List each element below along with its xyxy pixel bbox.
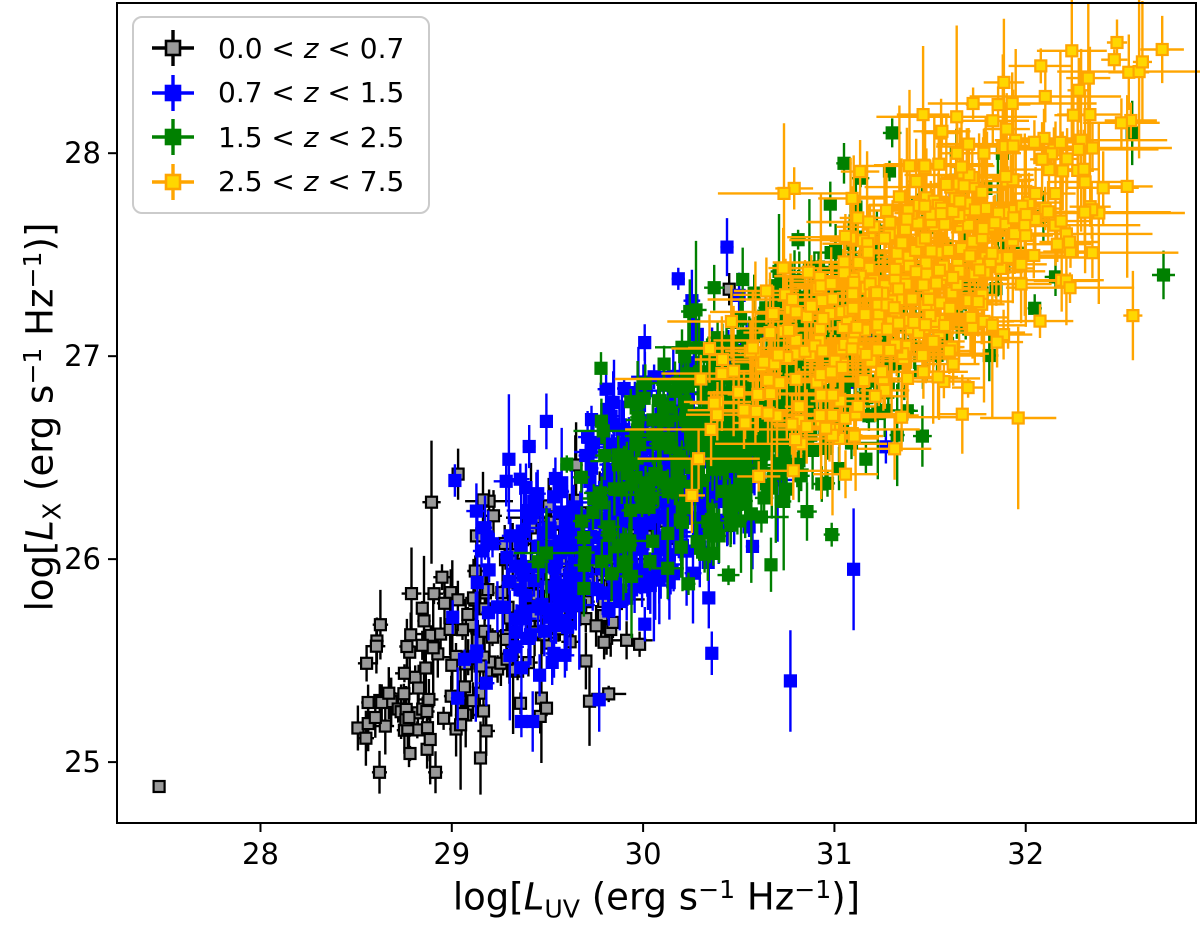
data-points — [152, 0, 1200, 795]
x-tick-label: 31 — [816, 837, 853, 871]
legend-item-z1: 0.0 < z < 0.7 — [150, 28, 420, 68]
y-tick-label: 25 — [64, 745, 101, 779]
legend-label: 0.7 < z < 1.5 — [218, 76, 405, 110]
x-tick-label: 28 — [242, 837, 279, 871]
plot-frame — [116, 2, 1197, 824]
tick-labels: 28 29 30 31 32 25 26 27 28 — [64, 136, 1044, 871]
legend-item-z4: 2.5 < z < 7.5 — [150, 162, 420, 202]
x-tick-label: 32 — [1007, 837, 1044, 871]
errorbar-marker-icon — [152, 119, 194, 156]
legend-label: 0.0 < z < 0.7 — [218, 31, 405, 65]
y-tick-label: 26 — [64, 542, 101, 576]
axis-ticks — [108, 152, 1027, 832]
legend-item-z3: 1.5 < z < 2.5 — [150, 117, 420, 157]
errorbar-marker-icon — [152, 74, 194, 111]
legend-label: 1.5 < z < 2.5 — [218, 120, 405, 154]
x-tick-label: 29 — [433, 837, 470, 871]
y-axis-label: log[LX (erg s−1 Hz−1)] — [18, 222, 67, 612]
y-tick-label: 27 — [64, 339, 101, 373]
x-tick-label: 30 — [625, 837, 662, 871]
legend-label: 2.5 < z < 7.5 — [218, 165, 405, 199]
errorbar-marker-icon — [152, 163, 194, 200]
legend-item-z2: 0.7 < z < 1.5 — [150, 73, 420, 113]
legend: 0.0 < z < 0.7 0.7 < z < 1.5 1.5 < z < 2.… — [132, 16, 430, 214]
y-tick-label: 28 — [64, 136, 101, 170]
x-axis-label: log[LUV (erg s−1 Hz−1)] — [452, 875, 861, 924]
series-z-2.5-7.5 — [614, 0, 1200, 533]
errorbar-marker-icon — [152, 30, 194, 67]
